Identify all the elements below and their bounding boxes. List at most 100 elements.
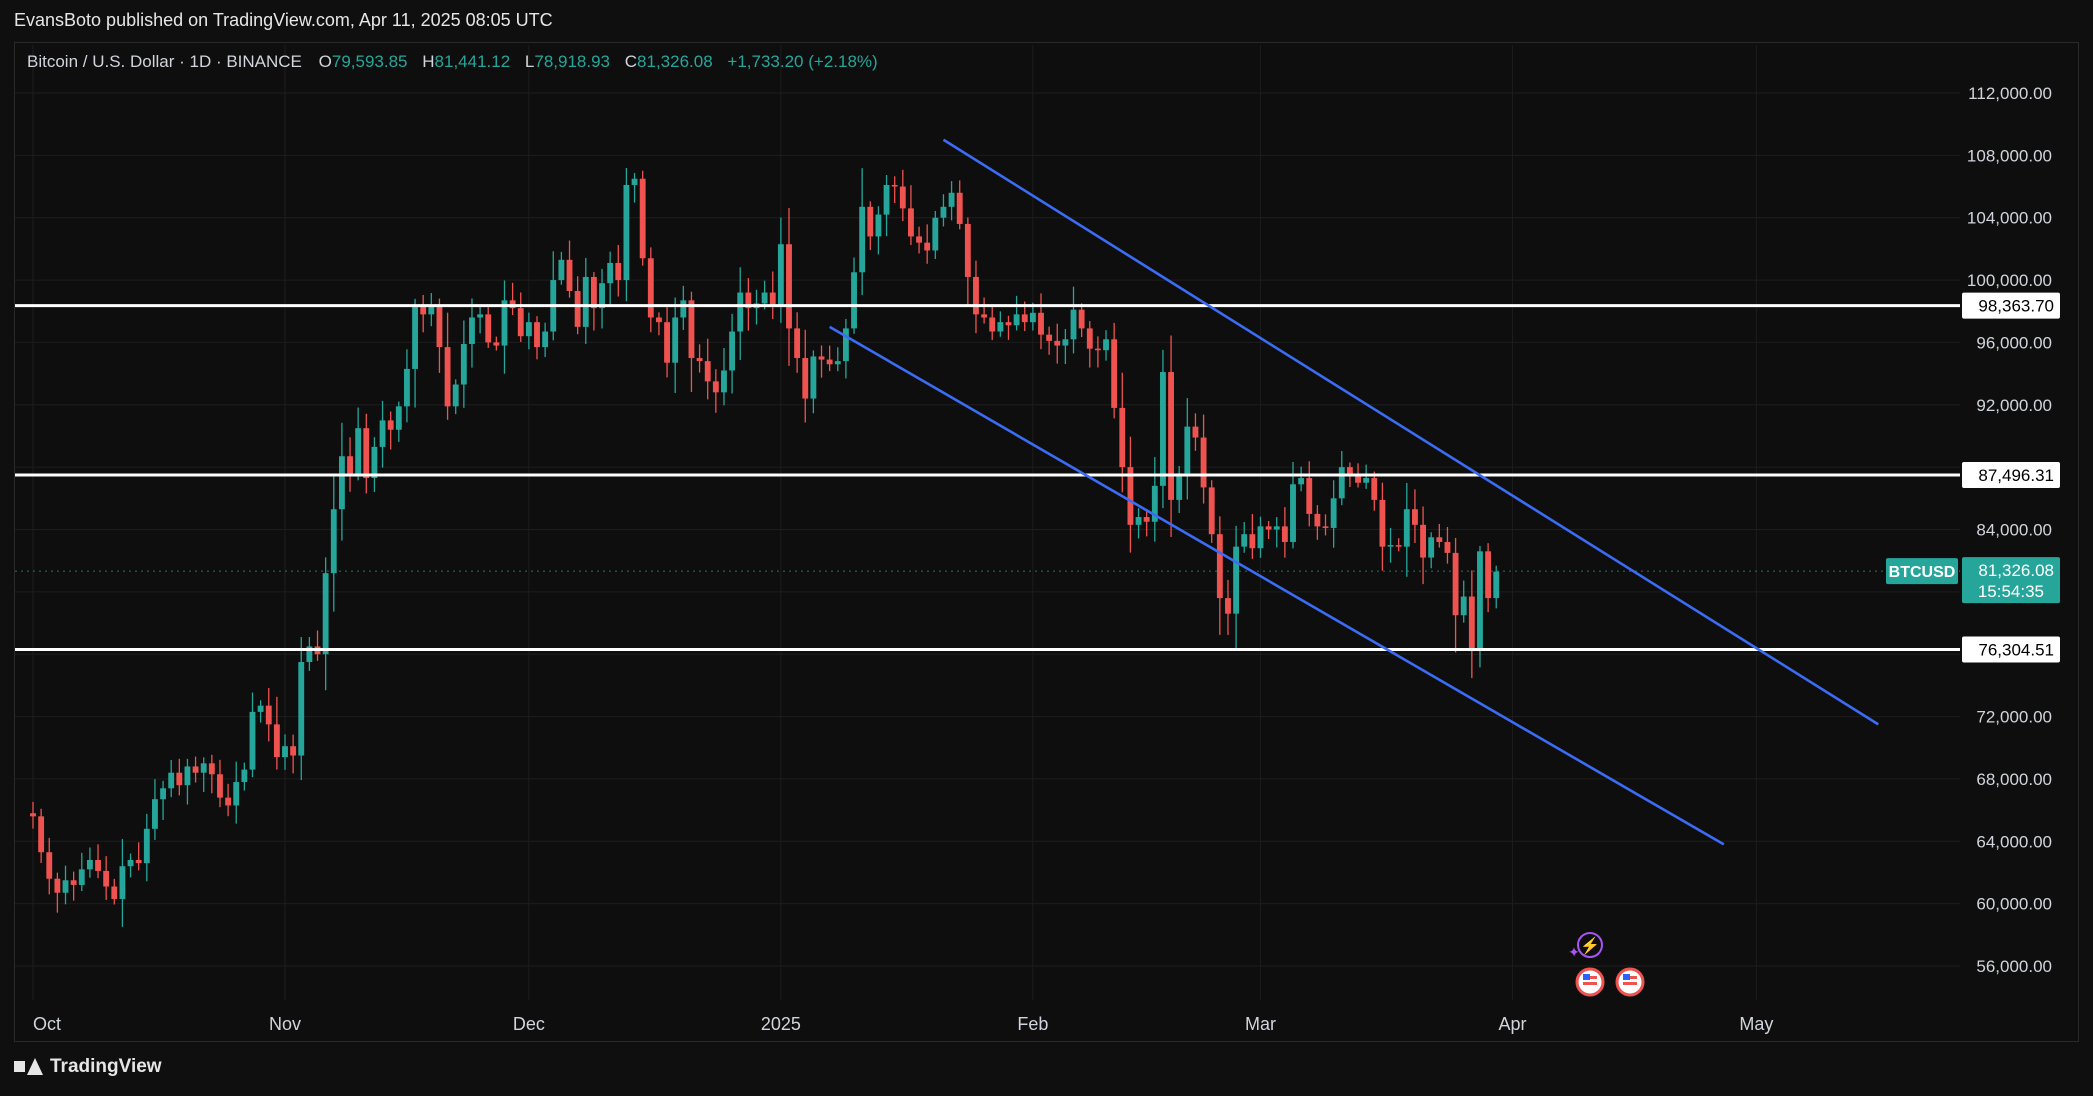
level-badge-label: 98,363.70 — [1978, 297, 2054, 316]
candle-body — [143, 828, 150, 864]
candle-body — [290, 746, 297, 756]
x-tick-label: Apr — [1498, 1014, 1526, 1034]
candle-body — [574, 290, 581, 327]
candle-body — [786, 244, 792, 329]
x-tick-label: Oct — [33, 1014, 61, 1034]
candle-body — [997, 322, 1004, 332]
candle-body — [412, 306, 418, 369]
candle-body — [777, 244, 784, 306]
candle-body — [956, 192, 963, 224]
candle-body — [1290, 484, 1296, 542]
candle-body — [964, 223, 971, 277]
candle-body — [355, 428, 362, 475]
candle-body — [282, 746, 288, 758]
candle-body — [1127, 467, 1134, 525]
candle-body — [338, 456, 345, 510]
candle-body — [891, 184, 898, 187]
candle-body — [168, 772, 175, 789]
candle-body — [225, 797, 232, 806]
candle-body — [981, 314, 988, 318]
flag-stripe — [1623, 982, 1637, 985]
x-tick-label: 2025 — [761, 1014, 801, 1034]
x-tick-label: Feb — [1017, 1014, 1048, 1034]
candle-body — [794, 328, 801, 359]
candle-body — [257, 705, 264, 712]
candle-body — [241, 769, 248, 783]
candle-body — [298, 662, 305, 756]
low-label: L — [524, 52, 535, 71]
candle-body — [1103, 339, 1109, 351]
candle-body — [1135, 517, 1142, 525]
candle-body — [1346, 467, 1353, 475]
candle-body — [460, 343, 467, 385]
candle-body — [729, 331, 736, 371]
level-badge-label: 76,304.51 — [1978, 640, 2054, 659]
candle-body — [208, 763, 215, 775]
candle-body — [1298, 478, 1305, 485]
chart-frame[interactable] — [14, 42, 2079, 1042]
candle-body — [86, 859, 93, 870]
candle-body — [192, 766, 199, 773]
candle-body — [525, 322, 532, 337]
candle-body — [322, 573, 329, 655]
candle-body — [485, 314, 492, 343]
x-tick-label: Dec — [513, 1014, 545, 1034]
candle-body — [306, 646, 313, 663]
candle-body — [1403, 509, 1410, 547]
candle-body — [623, 184, 630, 281]
candle-body — [745, 292, 752, 309]
candle-body — [30, 813, 36, 817]
candle-body — [1208, 487, 1215, 535]
candle-body — [1379, 499, 1386, 547]
x-tick-label: Nov — [269, 1014, 301, 1034]
candle-body — [558, 259, 565, 281]
candle-body — [599, 283, 605, 309]
candle-body — [1094, 348, 1101, 351]
candle-body — [1192, 426, 1199, 438]
candle-body — [908, 208, 914, 237]
candle-body — [696, 358, 703, 362]
candle-body — [664, 322, 670, 363]
candle-body — [883, 184, 890, 215]
candle-body — [875, 214, 882, 237]
candle-body — [1216, 534, 1223, 599]
candle-body — [826, 359, 833, 365]
candle-body — [111, 886, 118, 899]
candle-body — [1176, 473, 1183, 500]
candle-body — [916, 236, 922, 243]
candle-body — [1428, 537, 1435, 558]
candle-body — [379, 420, 386, 447]
tradingview-brand[interactable]: TradingView — [14, 1056, 162, 1078]
level-badge-label: 87,496.31 — [1978, 466, 2054, 485]
candle-body — [1281, 526, 1288, 542]
candle-body — [810, 356, 817, 399]
candle-body — [265, 705, 272, 725]
y-tick-label: 92,000.00 — [1976, 396, 2052, 415]
symbol-badge — [1886, 558, 1958, 585]
candle-body — [989, 317, 996, 332]
candle-body — [1257, 526, 1264, 549]
candle-body — [371, 446, 378, 479]
candle-body — [1338, 467, 1345, 499]
candle-body — [672, 317, 679, 363]
tradingview-logo-icon — [14, 1058, 44, 1076]
y-tick-label: 56,000.00 — [1976, 957, 2052, 976]
candle-body — [1436, 537, 1443, 542]
close-label: C — [624, 52, 638, 71]
candle-body — [469, 317, 475, 344]
candle-body — [78, 869, 85, 885]
candle-body — [54, 878, 61, 893]
open-label: O — [318, 52, 332, 71]
candle-body — [363, 428, 370, 479]
candle-body — [647, 258, 654, 318]
candle-body — [1184, 426, 1191, 474]
flag-canton — [1623, 974, 1630, 980]
brand-label: TradingView — [50, 1056, 162, 1077]
x-tick-label: May — [1739, 1014, 1773, 1034]
candle-body — [176, 772, 183, 786]
candle-body — [46, 852, 53, 879]
candle-body — [38, 816, 45, 853]
y-tick-label: 84,000.00 — [1976, 521, 2052, 540]
candle-body — [802, 358, 809, 399]
